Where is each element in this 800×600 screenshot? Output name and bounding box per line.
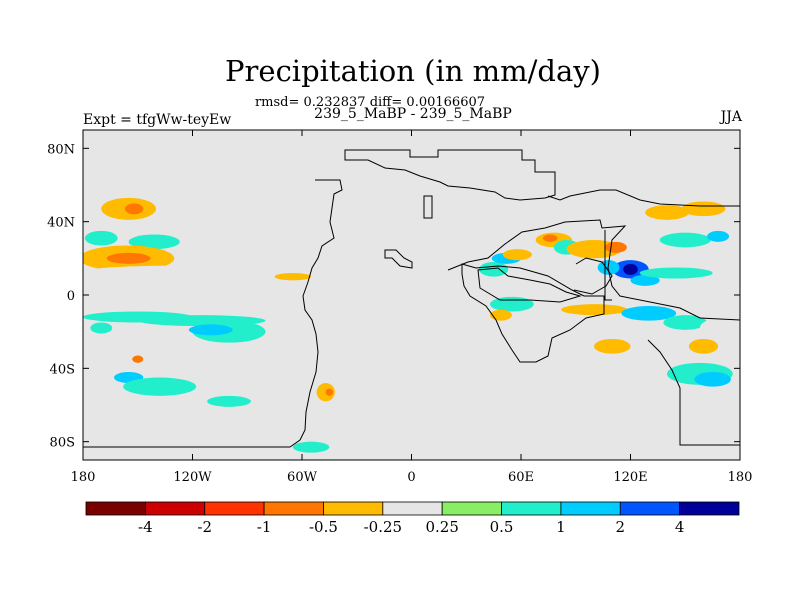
anomaly-patches <box>83 197 737 453</box>
coastlines <box>83 149 740 448</box>
anomaly-patch-48 <box>688 339 719 354</box>
colorbar-label: -2 <box>197 518 212 536</box>
colorbar-swatch <box>679 501 740 516</box>
anomaly-patch-17 <box>123 377 197 396</box>
coastline-australia <box>573 257 740 446</box>
anomaly-patch-12 <box>177 346 251 365</box>
anomaly-patch-39 <box>659 232 711 248</box>
anomaly-patch-3 <box>128 234 180 250</box>
anomaly-patch-52 <box>643 359 673 371</box>
colorbar-label: -4 <box>138 518 153 536</box>
colorbar-label: 0.25 <box>425 518 458 536</box>
anomaly-patch-6 <box>86 265 262 277</box>
anomaly-patch-36 <box>630 274 660 286</box>
lat-tick-label: 80S <box>50 436 75 451</box>
plot-title: Precipitation (in mm/day) <box>225 54 601 88</box>
colorbar-swatch <box>204 501 265 516</box>
colorbar-swatch <box>382 501 443 516</box>
anomaly-patch-22 <box>274 273 312 281</box>
anomaly-patch-38 <box>681 201 726 217</box>
experiment-label: Expt = tfgWw-teyEw <box>83 112 232 128</box>
latitude-axis: 80N 40N 0 40S 80S <box>47 142 740 451</box>
anomaly-patch-40 <box>685 247 722 262</box>
coastline-ocean-islands <box>384 195 433 269</box>
colorbar-swatch <box>441 501 502 516</box>
coastline-africa-inset <box>461 263 605 363</box>
anomaly-patch-29 <box>542 234 558 242</box>
season-label: JJA <box>720 109 742 125</box>
colorbar-swatch <box>144 501 206 516</box>
anomaly-patch-44 <box>621 306 677 321</box>
anomaly-patch-23 <box>489 296 534 312</box>
anomaly-patch-43 <box>561 304 627 316</box>
colorbar-label: -0.25 <box>364 518 402 536</box>
map-background <box>83 130 740 460</box>
colorbar-label: 0.5 <box>490 518 514 536</box>
anomaly-patch-18 <box>207 395 251 407</box>
anomaly-patch-13 <box>86 353 116 369</box>
colorbar-label: -0.5 <box>309 518 338 536</box>
lat-tick-label: 40S <box>50 362 75 377</box>
lon-tick-label: 60W <box>287 470 318 485</box>
stats-line: rmsd= 0.232837 diff= 0.00166607 <box>254 95 486 110</box>
anomaly-patch-5 <box>106 252 151 264</box>
anomaly-patch-47 <box>594 339 631 354</box>
lon-tick-label: 120W <box>173 470 212 485</box>
anomaly-patch-34 <box>623 263 638 275</box>
lat-tick-label: 40N <box>47 216 75 231</box>
anomaly-patch-1 <box>124 203 144 215</box>
colorbar: -4 -2 -1 -0.5 -0.25 0.25 0.5 1 2 4 <box>85 501 740 536</box>
lon-tick-label: 120E <box>613 470 647 485</box>
lat-tick-label: 80N <box>47 142 75 157</box>
anomaly-patch-37 <box>645 205 689 220</box>
colorbar-swatch <box>323 501 384 516</box>
lon-tick-label: 180 <box>71 470 96 485</box>
case-line: 239_5_MaBP - 239_5_MaBP <box>314 106 512 122</box>
anomaly-patch-10 <box>188 324 233 336</box>
coastline-eurasia <box>447 189 740 321</box>
anomaly-patch-32 <box>604 241 627 253</box>
longitude-axis: 180 120W 60W 0 60E 120E 180 <box>71 130 753 485</box>
lon-tick-label: 0 <box>407 470 415 485</box>
anomaly-patch-42 <box>639 267 713 279</box>
colorbar-label: -1 <box>257 518 272 536</box>
colorbar-swatch <box>619 501 681 516</box>
colorbar-label: 1 <box>556 518 566 536</box>
colorbar-swatch <box>560 501 621 516</box>
anomaly-patch-20 <box>325 388 334 396</box>
anomaly-patch-51 <box>694 372 731 387</box>
anomaly-patch-46 <box>699 318 737 338</box>
lon-tick-label: 180 <box>728 470 753 485</box>
anomaly-patch-24 <box>489 309 512 321</box>
coastline-americas <box>83 149 556 448</box>
anomaly-patch-11 <box>90 322 113 334</box>
anomaly-patch-27 <box>502 249 532 261</box>
colorbar-swatch <box>501 501 562 516</box>
anomaly-patch-41 <box>707 230 730 242</box>
colorbar-label: 4 <box>675 518 685 536</box>
colorbar-swatch <box>263 501 324 516</box>
colorbar-swatch <box>85 501 146 516</box>
lon-tick-label: 60E <box>508 470 534 485</box>
anomaly-patch-45 <box>663 315 708 330</box>
anomaly-patch-49 <box>648 350 686 361</box>
lat-tick-label: 0 <box>67 289 75 304</box>
anomaly-patch-21 <box>292 441 330 453</box>
anomaly-patch-2 <box>84 230 118 246</box>
anomaly-patch-15 <box>132 355 144 363</box>
anomaly-patch-25 <box>479 262 509 277</box>
colorbar-label: 2 <box>615 518 625 536</box>
